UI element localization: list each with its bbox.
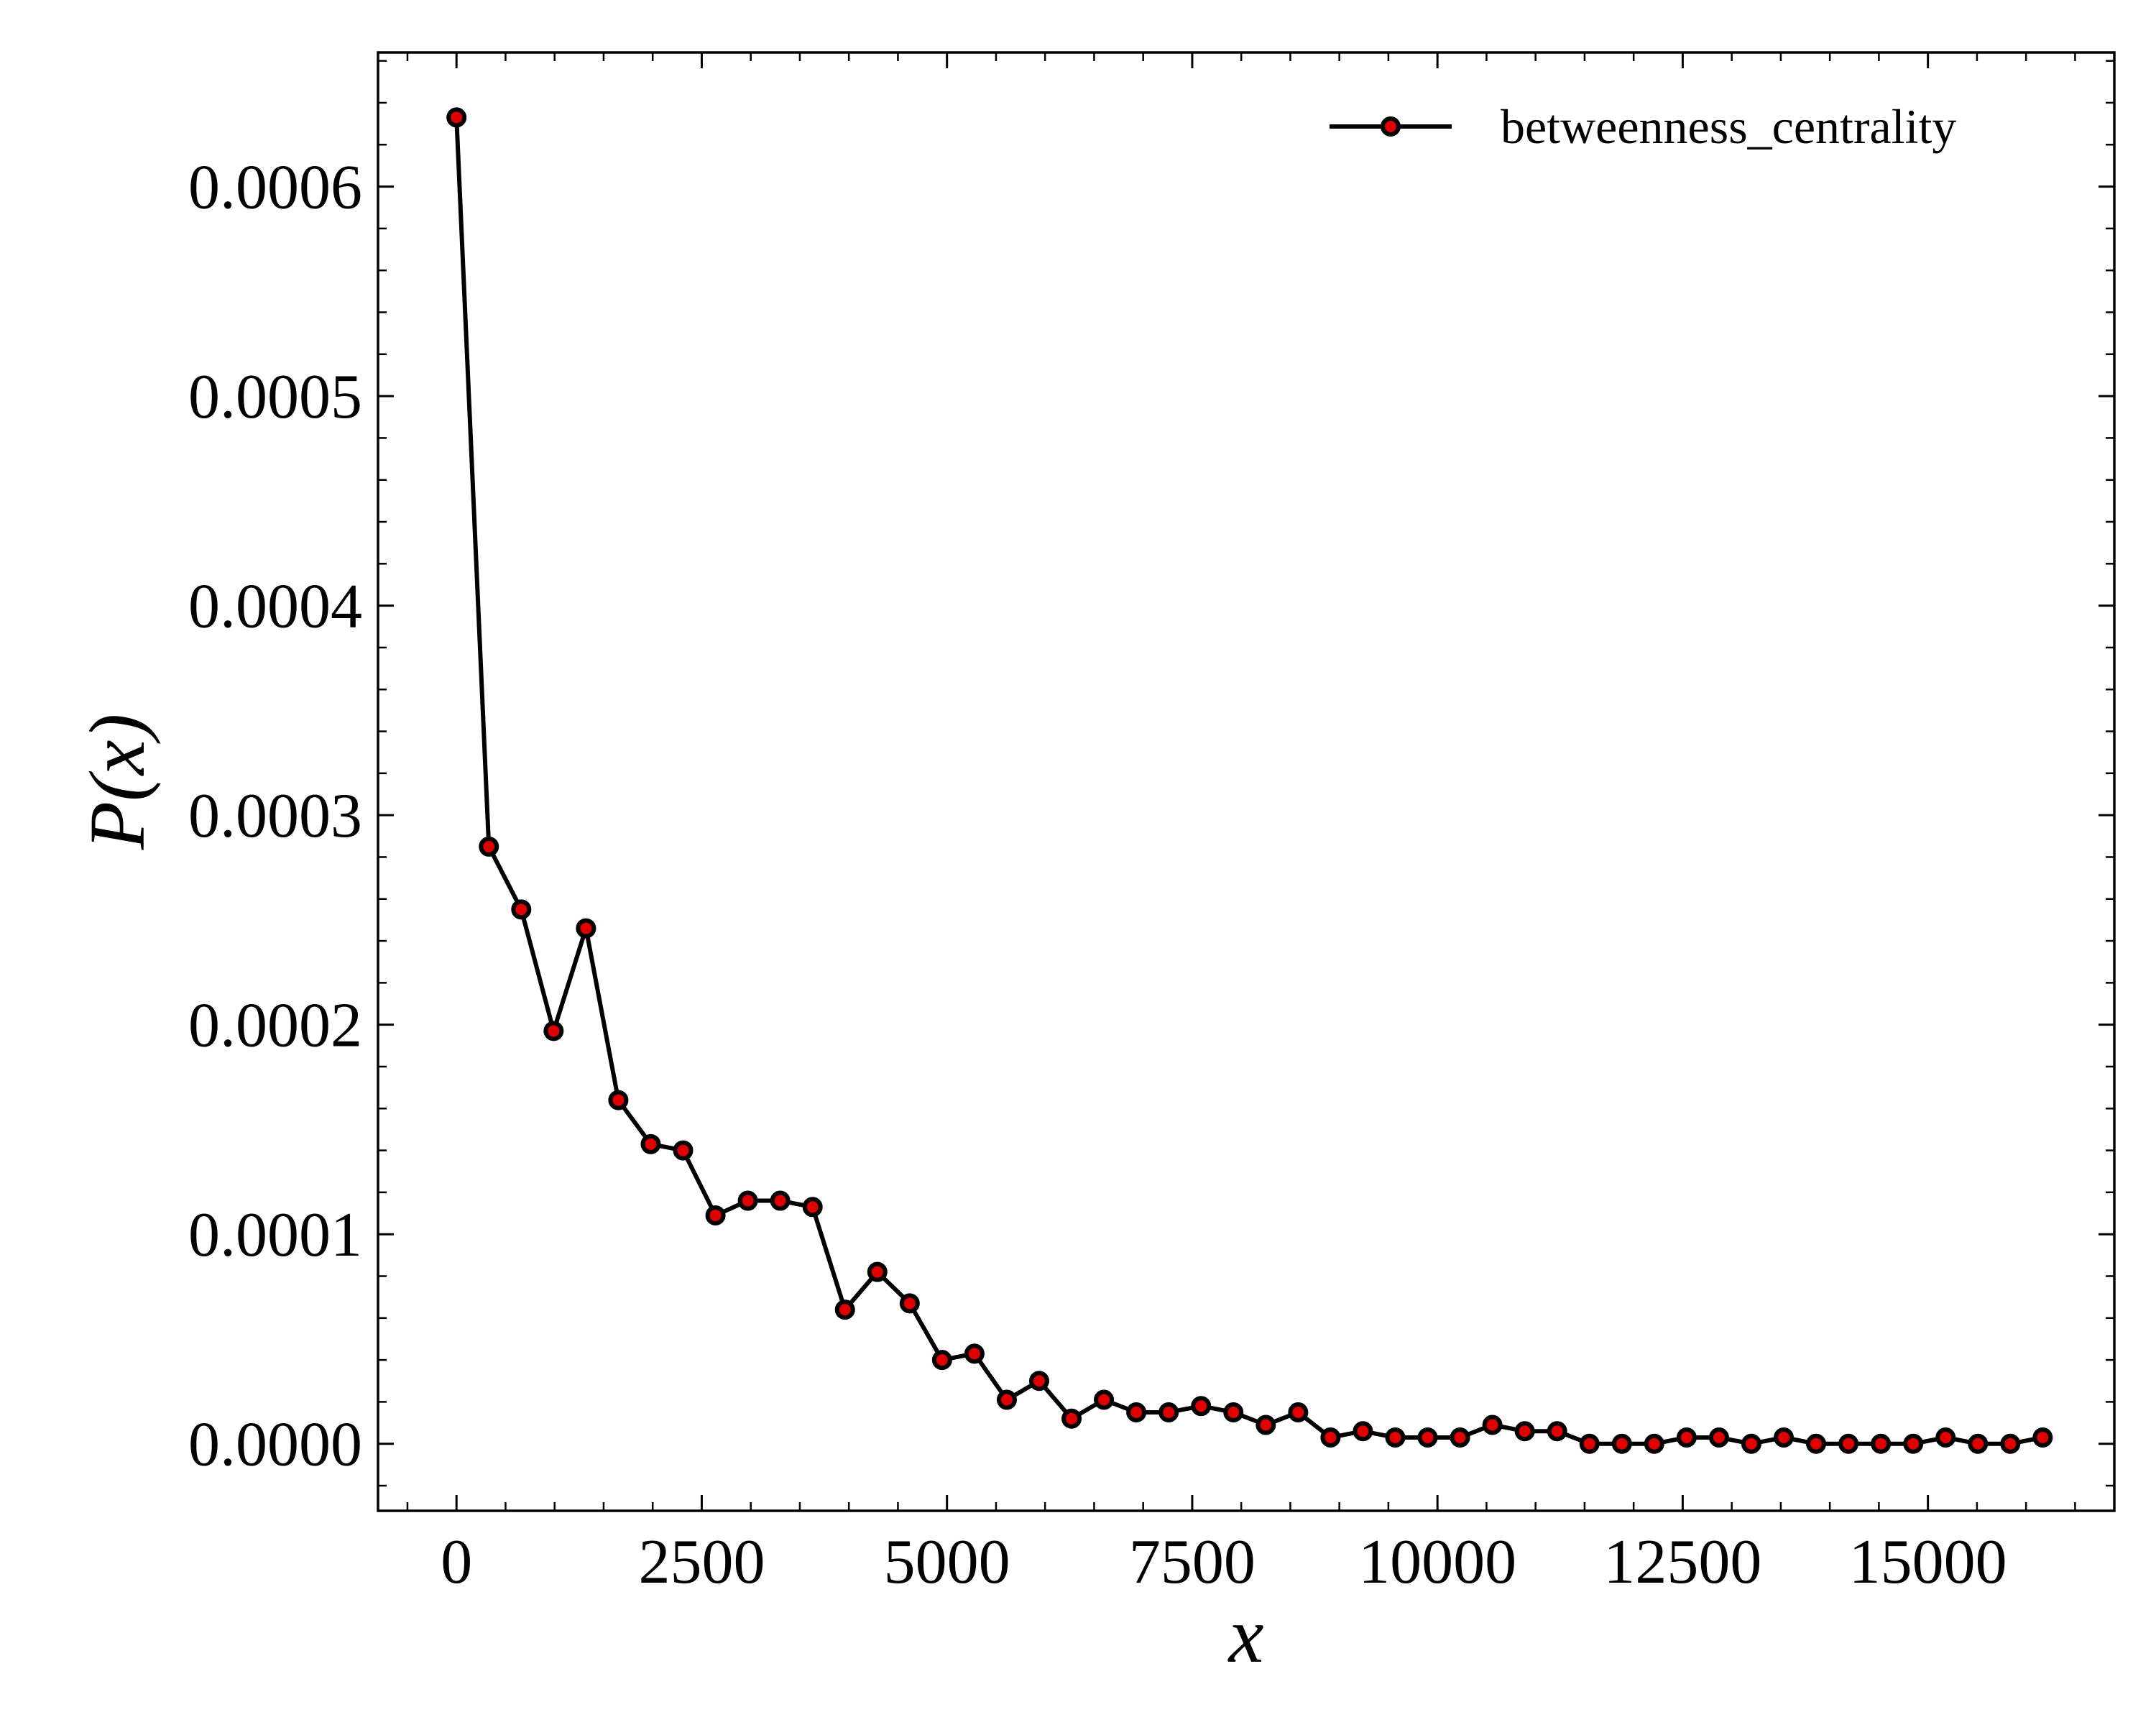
- data-point: [1774, 1427, 1795, 1448]
- x-tick-label: 7500: [1129, 1527, 1256, 1597]
- y-tick-label: 0.0002: [188, 991, 362, 1061]
- data-point: [1676, 1427, 1697, 1448]
- data-point: [1094, 1389, 1115, 1410]
- data-point: [1708, 1427, 1729, 1448]
- data-point: [1450, 1427, 1470, 1448]
- data-point: [479, 836, 499, 857]
- y-tick-label: 0.0003: [188, 781, 362, 851]
- data-point: [996, 1389, 1017, 1410]
- y-tick-label: 0.0000: [188, 1410, 362, 1480]
- data-point: [576, 918, 596, 939]
- data-point: [1256, 1414, 1276, 1435]
- data-point: [1385, 1427, 1406, 1448]
- data-point: [899, 1293, 920, 1314]
- x-tick-label: 15000: [1849, 1527, 2007, 1597]
- data-point: [1741, 1433, 1761, 1454]
- data-point: [511, 899, 532, 920]
- x-axis-title: x: [1227, 1591, 1264, 1679]
- data-point: [608, 1090, 629, 1110]
- data-point: [1223, 1402, 1244, 1422]
- data-point: [543, 1021, 564, 1041]
- data-point: [1968, 1433, 1989, 1454]
- data-point: [834, 1300, 855, 1320]
- x-tick-label: 5000: [884, 1527, 1010, 1597]
- data-point: [1579, 1433, 1600, 1454]
- data-point: [1320, 1427, 1341, 1448]
- data-point: [1158, 1402, 1179, 1422]
- x-tick-label: 10000: [1358, 1527, 1516, 1597]
- data-point: [705, 1205, 726, 1225]
- data-point: [1353, 1421, 1373, 1442]
- data-point: [446, 107, 467, 128]
- data-point: [1514, 1421, 1535, 1442]
- legend-marker-sample: [1381, 116, 1401, 137]
- data-point: [1935, 1427, 1956, 1448]
- data-point: [802, 1197, 823, 1218]
- data-point: [1838, 1433, 1859, 1454]
- legend-label: betweenness_centrality: [1501, 99, 1956, 154]
- data-point: [1482, 1414, 1503, 1435]
- data-point: [640, 1133, 661, 1154]
- data-point: [867, 1261, 888, 1282]
- data-point: [737, 1190, 758, 1211]
- data-point: [1644, 1433, 1664, 1454]
- data-point: [770, 1190, 791, 1211]
- plot-frame: [377, 51, 2116, 1512]
- data-point: [1611, 1433, 1632, 1454]
- data-point: [1417, 1427, 1438, 1448]
- data-point: [1028, 1371, 1049, 1392]
- data-point: [1288, 1402, 1309, 1422]
- data-point: [2032, 1427, 2053, 1448]
- y-tick-label: 0.0005: [188, 362, 362, 432]
- x-tick-label: 0: [441, 1527, 472, 1597]
- y-tick-label: 0.0004: [188, 572, 362, 642]
- axis-ticks: [378, 52, 2114, 1511]
- data-point: [2000, 1433, 2021, 1454]
- data-point: [1547, 1421, 1567, 1442]
- legend: betweenness_centrality: [1330, 99, 1956, 154]
- data-point: [1871, 1433, 1892, 1454]
- data-point: [673, 1140, 694, 1161]
- data-point: [1061, 1408, 1082, 1429]
- x-tick-label: 2500: [638, 1527, 765, 1597]
- data-point: [1191, 1396, 1212, 1417]
- x-tick-label: 12500: [1603, 1527, 1761, 1597]
- data-point: [931, 1350, 952, 1371]
- data-point: [1903, 1433, 1924, 1454]
- y-axis-title: P(x): [73, 714, 161, 850]
- y-tick-labels: 0.0000 0.0001 0.0002 0.0003 0.0004 0.0005 0.00…: [188, 153, 362, 1480]
- y-tick-label: 0.0006: [188, 153, 362, 223]
- data-point: [964, 1343, 985, 1364]
- series-line: [454, 117, 2043, 1446]
- data-point: [1806, 1433, 1827, 1454]
- data-point: [1126, 1402, 1147, 1422]
- y-tick-label: 0.0001: [188, 1200, 362, 1270]
- series-betweenness-centrality: [446, 107, 2053, 1454]
- x-tick-labels: 0 2500 5000 7500 10000 12500 15000: [441, 1527, 2007, 1597]
